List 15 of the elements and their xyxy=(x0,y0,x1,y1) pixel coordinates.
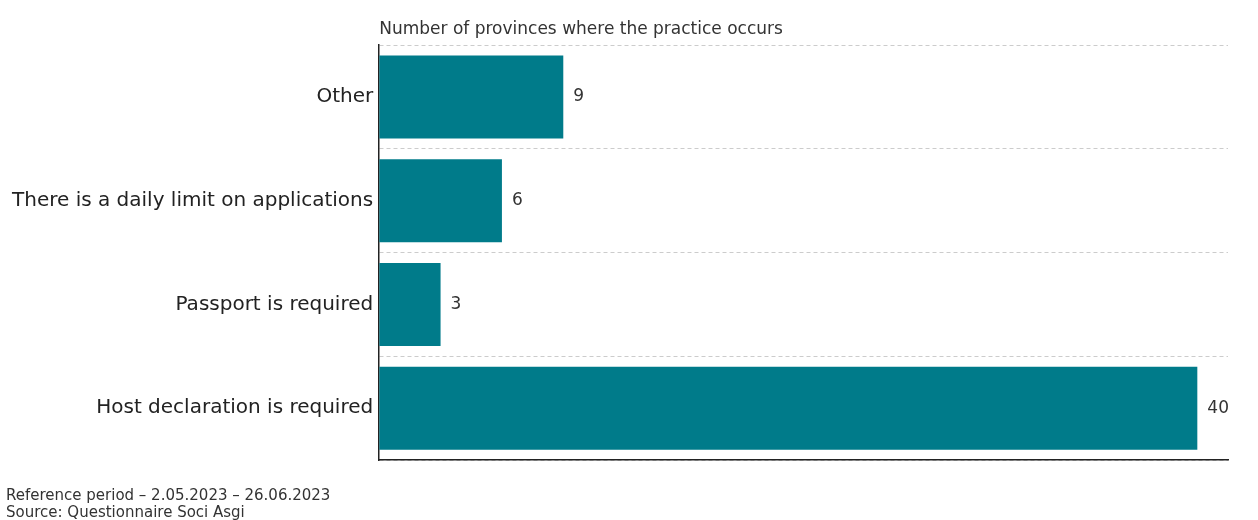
bar xyxy=(379,159,502,243)
data-label: 6 xyxy=(511,189,523,210)
data-label: 3 xyxy=(450,292,462,313)
data-label: 9 xyxy=(573,85,585,106)
bar xyxy=(379,55,564,139)
y-tick-label: Other xyxy=(316,83,374,108)
y-tick-label: There is a daily limit on applications xyxy=(10,186,374,211)
data-label: 40 xyxy=(1207,396,1229,417)
source-note: Source: Questionnaire Soci Asgi xyxy=(6,503,245,520)
bar xyxy=(379,262,441,346)
y-tick-label: Passport is required xyxy=(175,290,374,315)
y-tick-label: Host declaration is required xyxy=(96,394,374,419)
chart-title: Number of provinces where the practice occurs xyxy=(379,18,784,38)
text: Reference period – 2.05.2023 – 26.06.2023 xyxy=(6,486,331,504)
bar xyxy=(379,366,1198,450)
